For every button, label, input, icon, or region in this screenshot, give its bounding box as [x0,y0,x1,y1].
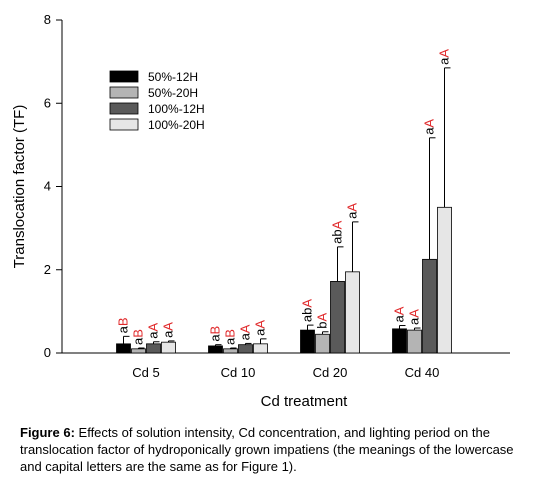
x-tick-label: Cd 40 [405,365,440,380]
legend-label: 100%-20H [148,118,205,132]
legend-swatch [109,102,139,115]
lowercase-letter: a [131,337,146,345]
lowercase-letter: a [253,328,268,336]
capital-letter: B [131,329,146,338]
bar [161,341,176,354]
lowercase-letter: a [238,332,253,340]
lowercase-letter: a [345,211,360,219]
y-tick-label: 2 [44,262,51,277]
y-tick-label: 8 [44,12,51,27]
lowercase-letter: a [437,57,452,65]
legend-label: 100%-12H [148,102,205,116]
bar [392,328,407,354]
bar [422,258,437,354]
bar [437,206,452,354]
significance-label: aB [131,329,146,345]
caption-text: Effects of solution intensity, Cd concen… [20,425,514,474]
bar [330,281,345,354]
capital-letter: A [315,313,330,322]
lowercase-letter: ab [300,308,315,322]
legend-swatch [109,86,139,99]
lowercase-letter: a [422,127,437,135]
lowercase-letter: ab [330,229,345,243]
significance-label: aB [223,329,238,345]
capital-letter: B [116,317,131,326]
bar [300,329,315,354]
capital-letter: A [146,323,161,332]
lowercase-letter: a [146,331,161,339]
figure-caption: Figure 6: Effects of solution intensity,… [20,424,524,475]
capital-letter: A [300,299,315,308]
legend-swatch [109,118,139,131]
capital-letter: A [345,203,360,212]
capital-letter: A [422,119,437,128]
y-axis-label: Translocation factor (TF) [11,105,28,269]
lowercase-letter: a [208,334,223,342]
significance-label: aB [116,317,131,333]
significance-label: aA [253,320,268,336]
significance-label: abA [330,220,345,243]
caption-label: Figure 6: [20,425,75,440]
lowercase-letter: a [223,337,238,345]
significance-label: abA [300,299,315,322]
legend-label: 50%-20H [148,86,198,100]
lowercase-letter: a [407,317,422,325]
capital-letter: A [253,320,268,329]
capital-letter: A [392,306,407,315]
capital-letter: A [407,309,422,318]
lowercase-letter: a [161,330,176,338]
significance-label: aA [146,323,161,339]
significance-label: aA [345,203,360,219]
lowercase-letter: a [392,315,407,323]
chart-area: 0 2 4 6 8 Translocation factor (TF) aB aB aA aA Cd… [11,12,510,410]
bar [131,348,146,354]
x-axis-label: Cd treatment [261,393,349,410]
y-tick-label: 6 [44,95,51,110]
significance-label: aA [161,322,176,338]
bar [116,343,131,354]
significance-label: bA [315,313,330,329]
x-tick-label: Cd 5 [132,365,159,380]
significance-label: aA [238,324,253,340]
x-tick-label: Cd 10 [221,365,256,380]
lowercase-letter: a [116,325,131,333]
significance-label: aB [208,326,223,342]
y-tick-label: 4 [44,179,51,194]
capital-letter: A [238,324,253,333]
legend-swatch [109,70,139,83]
y-tick-label: 0 [44,345,51,360]
significance-label: aA [392,306,407,322]
capital-letter: A [330,220,345,229]
bar [208,345,223,354]
x-tick-label: Cd 20 [313,365,348,380]
significance-label: aA [407,309,422,325]
capital-letter: A [437,49,452,58]
bar [315,333,330,354]
bar [238,344,253,354]
bar [146,343,161,354]
bar [253,343,268,354]
capital-letter: A [161,322,176,331]
legend-label: 50%-12H [148,70,198,84]
capital-letter: B [223,329,238,338]
lowercase-letter: b [315,322,330,329]
significance-label: aA [422,119,437,135]
bar [223,348,238,354]
bar [407,329,422,354]
capital-letter: B [208,326,223,335]
bar [345,271,360,354]
significance-label: aA [437,49,452,65]
